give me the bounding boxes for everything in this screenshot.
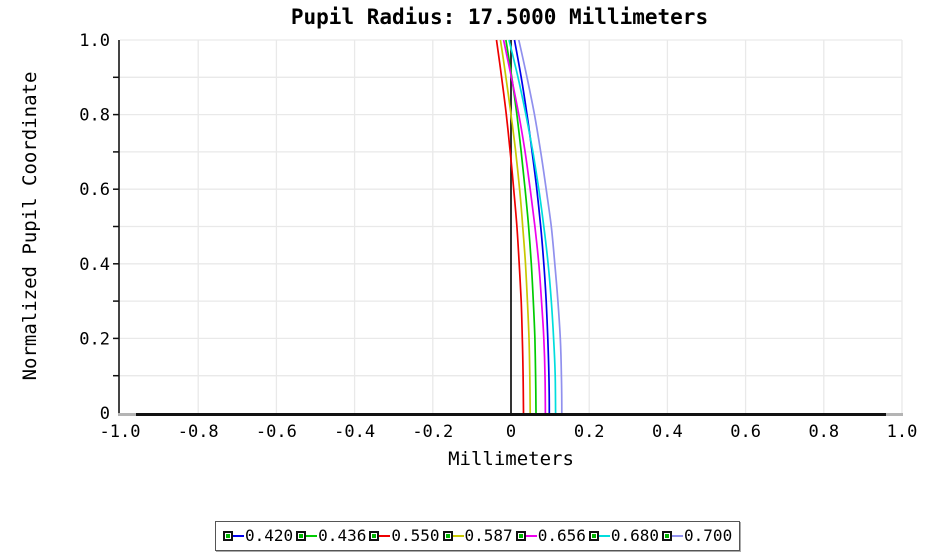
series-curve-0.587 (499, 39, 532, 414)
y-tick-label: 0.8 (79, 106, 110, 126)
x-tick-label: 0 (506, 422, 516, 442)
legend-line-sample (233, 535, 244, 537)
legend-entry: 0.587 (442, 526, 513, 545)
chart-title: Pupil Radius: 17.5000 Millimeters (290, 5, 709, 29)
legend-marker-dot (372, 534, 377, 538)
legend-entry: 0.550 (369, 526, 440, 545)
series-curve-0.420 (513, 39, 551, 414)
legend-entry: 0.680 (588, 526, 660, 545)
y-tick-label: 0 (100, 404, 110, 424)
legend-marker-dot (445, 534, 450, 538)
legend-line-sample (379, 535, 391, 537)
x-tick-label: -1.0 (100, 422, 141, 442)
legend-entry: 0.656 (515, 526, 586, 545)
legend-marker-icon (588, 531, 599, 541)
legend-label: 0.420 (245, 526, 294, 545)
x-tick-label: 1.0 (887, 422, 918, 442)
legend-label: 0.656 (537, 526, 586, 545)
y-tick-label: 0.4 (79, 255, 110, 275)
x-tick-label: -0.6 (256, 422, 297, 442)
legend-marker-icon (662, 531, 673, 541)
series-curve-0.680 (508, 39, 557, 414)
x-tick-label: 0.2 (574, 422, 605, 442)
legend-label: 0.587 (464, 526, 513, 545)
legend-marker-dot (518, 534, 523, 538)
series-curve-0.656 (502, 39, 547, 414)
legend-line-sample (598, 535, 610, 537)
y-tick-label: 0.2 (79, 329, 110, 349)
series-curve-0.436 (505, 39, 537, 414)
series-curve-0.550 (495, 39, 525, 414)
legend-label: 0.436 (318, 526, 367, 545)
legend-label: 0.680 (610, 526, 660, 545)
legend-marker-icon (296, 531, 307, 541)
x-axis-title: Millimeters (448, 448, 574, 470)
legend-marker-icon (515, 531, 526, 541)
x-tick-label: 0.4 (652, 422, 683, 442)
x-tick-label: 0.6 (730, 422, 761, 442)
y-tick-label: 1.0 (79, 31, 110, 51)
legend-line-sample (525, 535, 537, 537)
x-tick-label: 0.8 (808, 422, 839, 442)
legend-entry: 0.436 (296, 528, 366, 544)
series-curve-0.700 (517, 39, 563, 414)
legend-marker-icon (223, 531, 233, 541)
legend-label: 0.700 (684, 526, 733, 545)
legend-line-sample (452, 535, 464, 537)
legend-marker-icon (442, 531, 453, 541)
legend-entry: 0.420 (223, 528, 293, 544)
legend: 0.420 0.436 0.550 0.587 0.656 0.680 0.700 (215, 521, 741, 551)
legend-label: 0.550 (391, 526, 440, 545)
legend-marker-dot (226, 534, 230, 538)
legend-line-sample (306, 535, 318, 537)
plot-area: 0 0.2 0.4 0.6 0.8 1.0 -1.0 -0.8 -0.6 -0.4 -0.2 0 0.2… (79, 31, 918, 442)
legend-marker-dot (299, 534, 304, 538)
y-tick-label: 0.6 (79, 180, 110, 200)
legend-entry: 0.700 (662, 528, 732, 544)
x-tick-label: -0.2 (412, 422, 453, 442)
x-tick-label: -0.4 (334, 422, 375, 442)
legend-marker-dot (591, 534, 596, 538)
legend-marker-dot (665, 534, 670, 538)
legend-marker-icon (369, 531, 380, 541)
x-tick-label: -0.8 (178, 422, 219, 442)
legend-line-sample (672, 535, 684, 537)
